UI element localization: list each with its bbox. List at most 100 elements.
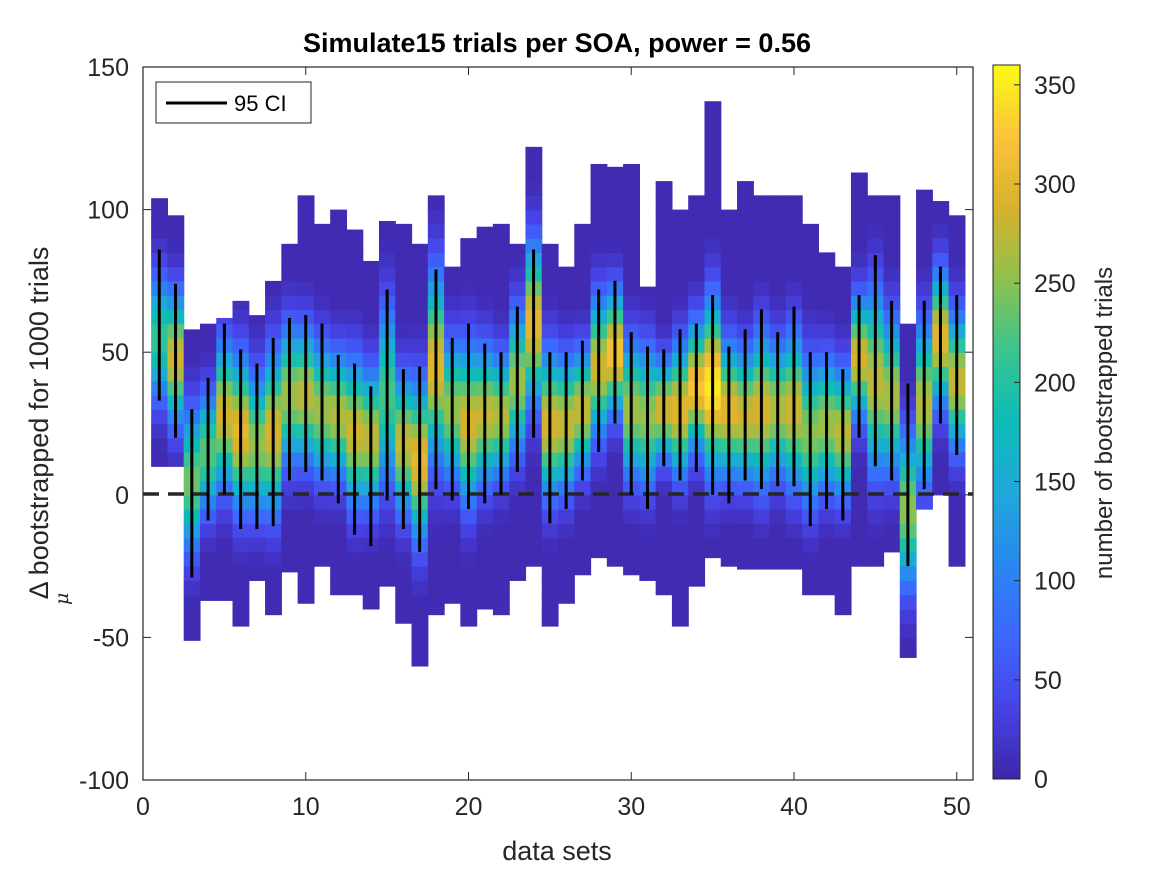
heat-cell [753, 223, 771, 239]
heat-cell [948, 238, 966, 253]
heat-cell [297, 266, 315, 282]
heat-cell [330, 309, 348, 325]
heat-cell [948, 494, 966, 510]
heat-cell [265, 323, 282, 339]
heat-cell [297, 466, 315, 482]
heat-cell [655, 494, 673, 510]
heat-cell [492, 238, 510, 253]
heat-cell [737, 181, 754, 196]
heat-cell [395, 523, 413, 539]
heat-cell [248, 523, 266, 539]
heat-cell [444, 295, 461, 311]
heat-cell [330, 551, 348, 567]
heat-cell [558, 594, 575, 604]
heat-cell [671, 623, 689, 627]
heat-cell [606, 209, 624, 225]
heat-cell [850, 537, 868, 553]
heat-cell [281, 494, 299, 510]
heat-cell [655, 466, 673, 482]
heat-cell [460, 523, 478, 539]
heat-cell [151, 423, 169, 439]
heat-cell [769, 323, 787, 339]
heat-cell [671, 280, 689, 296]
heat-cell [785, 509, 803, 524]
heat-cell [850, 523, 868, 539]
heat-cell [737, 266, 754, 282]
heat-cell [265, 608, 282, 616]
heat-cell [704, 101, 722, 111]
heat-cell [639, 309, 657, 325]
x-tick-label: 50 [943, 793, 971, 821]
heat-cell [818, 580, 836, 596]
heat-cell [330, 509, 348, 524]
heat-cell [151, 223, 169, 239]
heat-cell [655, 280, 673, 296]
heat-cell [834, 608, 852, 616]
heat-cell [216, 523, 234, 539]
heat-cell [802, 252, 819, 268]
heat-cell [623, 252, 640, 268]
heat-cell [655, 537, 673, 553]
heat-cell [639, 537, 657, 553]
heat-cell [606, 452, 624, 467]
heat-cell [753, 266, 771, 282]
heat-cell [346, 537, 364, 553]
heat-cell [151, 198, 169, 211]
heat-cell [623, 537, 640, 553]
heat-cell [216, 537, 234, 553]
heat-cell [753, 566, 771, 570]
y-axis-title-main: Δ bootstrapped for 1000 trials [24, 247, 54, 600]
heat-cell [199, 523, 217, 539]
heat-cell [183, 623, 201, 638]
x-tick-label: 40 [780, 793, 808, 821]
heat-cell [444, 594, 461, 604]
heat-cell [623, 223, 640, 239]
heat-cell [785, 209, 803, 225]
heat-cell [232, 623, 250, 627]
heat-cell [183, 394, 201, 410]
heat-cell [525, 166, 543, 182]
y-tick-label: -50 [93, 624, 129, 652]
heat-cell [916, 209, 933, 225]
heat-cell [688, 480, 706, 496]
heat-cell [476, 295, 494, 311]
heat-cell [574, 480, 592, 496]
heatmap-cells [151, 101, 966, 667]
heat-cell [655, 551, 673, 567]
heat-cell [541, 551, 559, 567]
heat-cell [411, 608, 429, 624]
heat-cell [525, 494, 543, 510]
heat-cell [281, 252, 299, 268]
heat-cell [362, 337, 380, 353]
heat-cell [834, 323, 852, 339]
heat-cell [623, 163, 640, 168]
heat-cell [737, 252, 754, 268]
heat-cell [313, 266, 331, 282]
heat-cell [346, 252, 364, 268]
heat-cell [948, 523, 966, 539]
heat-cell [492, 494, 510, 510]
heat-cell [867, 537, 885, 553]
heat-cell [346, 580, 364, 596]
colorbar: 0 50 100 150 200 250 300 350 number of bootstra… [992, 64, 1118, 794]
heat-cell [818, 537, 836, 553]
heat-cell [297, 223, 315, 239]
heat-cell [606, 252, 624, 268]
heat-cell [899, 651, 917, 658]
heat-cell [330, 238, 348, 253]
heat-cell [476, 309, 494, 325]
heat-cell [785, 551, 803, 567]
heat-cell [151, 452, 169, 467]
heat-cell [899, 366, 917, 382]
heat-cell [590, 551, 608, 559]
heat-cell [297, 238, 315, 253]
heat-cell [590, 252, 608, 268]
heat-cell [883, 266, 901, 282]
heat-cell [167, 252, 185, 268]
heat-cell [395, 580, 413, 596]
heat-cell [688, 494, 706, 510]
heat-cell [509, 280, 527, 296]
heat-cell [785, 266, 803, 282]
heat-cell [281, 309, 299, 325]
heat-cell [883, 195, 901, 211]
